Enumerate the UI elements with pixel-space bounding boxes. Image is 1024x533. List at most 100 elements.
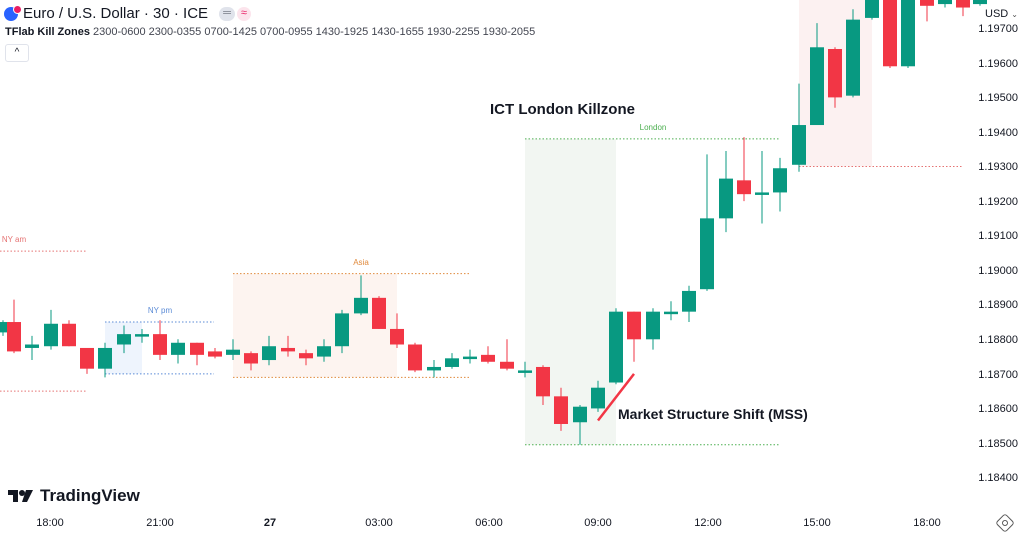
kill-zone-box <box>233 273 397 378</box>
candle-body <box>591 387 605 409</box>
indicator-legend[interactable]: TFlab Kill Zones 2300-0600 2300-0355 070… <box>5 26 535 38</box>
candle-body <box>627 311 641 340</box>
candle-body <box>135 334 149 337</box>
price-label: 1.19500 <box>978 92 1018 105</box>
mss-trendline[interactable] <box>597 373 635 422</box>
candle-body <box>609 311 623 383</box>
indicator-params: 2300-0600 2300-0355 0700-1425 0700-0955 … <box>93 26 536 38</box>
candle-body <box>700 218 714 290</box>
candle-body <box>208 351 222 357</box>
status-pill[interactable]: ═ ≈ <box>219 6 251 21</box>
price-label: 1.18500 <box>978 437 1018 450</box>
indicator-name: TFlab Kill Zones <box>5 26 90 38</box>
currency-flag-icon <box>4 4 22 21</box>
candle-body <box>281 347 295 352</box>
candle-body <box>372 297 386 329</box>
chevron-up-icon: ^ <box>14 47 20 58</box>
candle-body <box>682 290 696 312</box>
candle-body <box>901 0 915 67</box>
symbol-header[interactable]: Euro / U.S. Dollar · 30 · ICE ═ ≈ <box>4 4 251 22</box>
candle-body <box>755 192 769 195</box>
candle-body <box>262 346 276 361</box>
tradingview-logo[interactable]: TradingView <box>8 486 140 506</box>
kill-zone-label: Asia <box>353 257 369 267</box>
time-label: 18:00 <box>36 517 64 529</box>
candle-body <box>190 342 204 355</box>
candle-body <box>664 311 678 315</box>
candle-body <box>554 396 568 424</box>
symbol-title[interactable]: Euro / U.S. Dollar · 30 · ICE <box>23 5 209 22</box>
candle-body <box>481 354 495 362</box>
chevron-down-icon: ⌄ <box>1011 10 1018 19</box>
candle-body <box>518 370 532 373</box>
time-label: 27 <box>263 517 277 529</box>
candle-body <box>773 168 787 193</box>
price-label: 1.19700 <box>978 23 1018 35</box>
candle-body <box>226 349 240 355</box>
candle-body <box>828 49 842 98</box>
price-label: 1.18900 <box>978 299 1018 312</box>
kill-zone-label: NY am <box>1 235 27 245</box>
price-label: 1.19600 <box>978 57 1018 70</box>
candle-body <box>408 344 422 371</box>
candle-body <box>0 322 10 333</box>
time-label: 06:00 <box>475 517 503 529</box>
candle-body <box>7 322 21 352</box>
price-label: 1.19100 <box>978 230 1018 243</box>
candle-body <box>865 0 879 18</box>
collapse-legend-button[interactable]: ^ <box>5 44 29 62</box>
time-label: 21:00 <box>146 517 174 529</box>
candle-body <box>883 0 897 67</box>
candle-body <box>463 356 477 360</box>
candle-body <box>317 346 331 357</box>
candle-body <box>354 297 368 314</box>
candle-body <box>117 334 131 345</box>
candle-body <box>719 178 733 219</box>
time-label: 18:00 <box>913 517 941 529</box>
candle-body <box>427 366 441 371</box>
candle-body <box>737 180 751 195</box>
price-label: 1.19200 <box>978 195 1018 208</box>
candle-body <box>646 311 660 340</box>
candle-body <box>573 406 587 423</box>
annotation-mss: Market Structure Shift (MSS) <box>618 406 808 422</box>
candle-body <box>44 323 58 347</box>
kill-zone-label: London <box>639 122 667 132</box>
candle-body <box>536 366 550 397</box>
candle-body <box>153 334 167 355</box>
price-label: 1.19400 <box>978 126 1018 139</box>
market-status-icon: ═ <box>219 6 235 21</box>
candle-body <box>920 0 934 6</box>
candle-body <box>956 0 970 8</box>
candle-body <box>500 361 514 369</box>
time-label: 09:00 <box>584 517 612 529</box>
price-label: 1.18600 <box>978 403 1018 416</box>
candle-body <box>25 344 39 348</box>
time-label: 03:00 <box>365 517 393 529</box>
candle-body <box>792 125 806 165</box>
candle-body <box>299 353 313 359</box>
candle-body <box>973 0 987 5</box>
candle-body <box>938 0 952 5</box>
price-label: 1.19300 <box>978 161 1018 174</box>
candle-body <box>171 342 185 355</box>
price-label: 1.18400 <box>978 472 1018 485</box>
kill-zone-label: NY pm <box>147 306 173 316</box>
candle-body <box>80 347 94 369</box>
candle-body <box>244 353 258 364</box>
delay-status-icon: ≈ <box>236 6 251 21</box>
currency-selector[interactable]: USD ⌄ <box>985 8 1018 20</box>
candle-body <box>445 358 459 367</box>
candle-body <box>390 328 404 345</box>
price-label: 1.18700 <box>978 368 1018 381</box>
time-label: 15:00 <box>803 517 831 529</box>
annotation-title: ICT London Killzone <box>490 101 635 118</box>
candle-body <box>62 323 76 347</box>
candle-body <box>810 47 824 126</box>
time-label: 12:00 <box>694 517 722 529</box>
price-label: 1.19000 <box>978 264 1018 277</box>
candle-body <box>846 19 860 96</box>
candle-body <box>335 313 349 347</box>
candle-body <box>98 347 112 369</box>
